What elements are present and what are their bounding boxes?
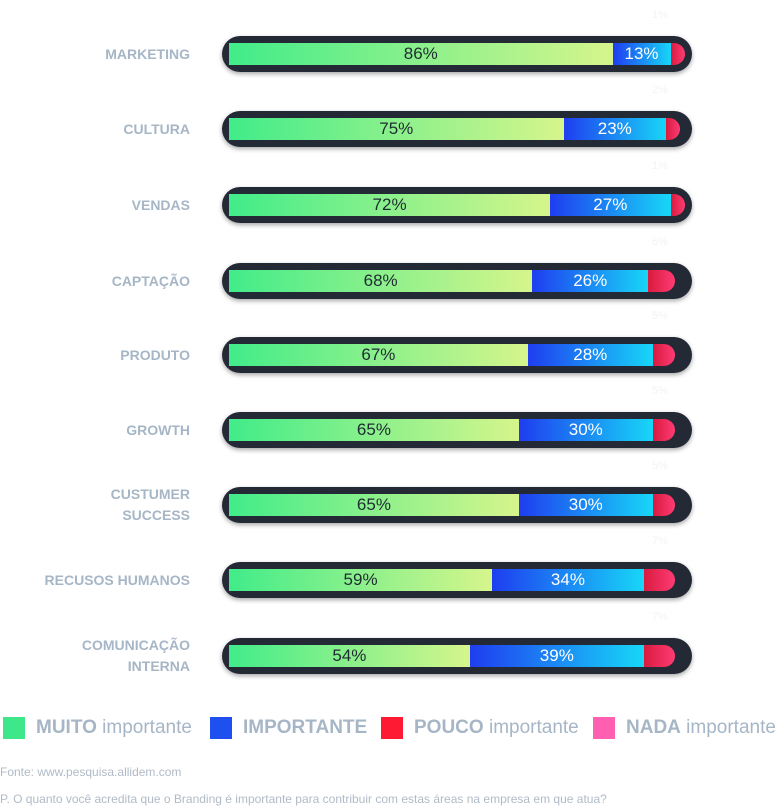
value-label-muito: 72% (372, 195, 407, 214)
bar-muito (229, 270, 533, 292)
value-label-pouco: 5% (652, 460, 668, 472)
legend-swatch (593, 717, 615, 739)
value-label-pouco: 1% (652, 9, 668, 21)
bar-muito (229, 645, 470, 667)
legend-item: POUCO importante (381, 715, 579, 741)
category-label: VENDAS (131, 196, 190, 213)
bar-importante (612, 43, 671, 65)
bar-pouco (666, 118, 681, 140)
stacked-bar-chart: MARKETING 86% 13% 1% CULTURA 75% 23% 2% VENDAS 72… (44, 9, 692, 674)
category-label: CAPTAÇÃO (111, 272, 190, 289)
bar-pouco (670, 194, 685, 216)
legend-item: NADA importante (593, 715, 776, 741)
bar-muito (229, 194, 551, 216)
bar-pouco (643, 569, 675, 591)
value-label-muito: 67% (361, 345, 396, 364)
value-label-importante: 30% (568, 420, 603, 439)
value-label-muito: 68% (363, 271, 398, 290)
bar-importante (469, 645, 644, 667)
legend-item: MUITO importante (3, 715, 192, 741)
legend-label: POUCO importante (414, 717, 579, 738)
value-label-pouco: 6% (652, 236, 668, 248)
legend-label: NADA importante (626, 717, 776, 738)
bar-pouco (652, 494, 675, 516)
legend-label: IMPORTANTE (243, 717, 368, 738)
legend-swatch (210, 717, 232, 739)
value-label-importante: 30% (568, 495, 603, 514)
value-label-importante: 26% (573, 271, 608, 290)
bar-muito (229, 494, 519, 516)
category-label: MARKETING (105, 45, 190, 62)
value-label-pouco: 5% (652, 310, 668, 322)
bar-muito (229, 344, 528, 366)
value-label-muito: 65% (356, 420, 391, 439)
value-label-pouco: 2% (652, 84, 668, 96)
bar-track: 72% 27% (222, 187, 692, 223)
bar-muito (229, 118, 564, 140)
value-label-importante: 27% (593, 195, 628, 214)
category-label: CUSTUMER SUCCESS (110, 486, 190, 523)
legend-label: MUITO importante (36, 717, 192, 738)
source-note: Fonte: www.pesquisa.allidem.com (0, 765, 182, 779)
category-label: CULTURA (123, 120, 190, 137)
bar-track: 67% 28% (222, 337, 692, 373)
value-label-muito: 59% (343, 570, 378, 589)
bar-importante (518, 419, 653, 441)
legend-swatch (3, 717, 25, 739)
value-label-pouco: 5% (652, 385, 668, 397)
bar-importante (550, 194, 671, 216)
value-label-importante: 34% (550, 570, 585, 589)
bar-track: 86% 13% (222, 36, 692, 72)
bar-pouco (670, 43, 685, 65)
value-label-muito: 54% (332, 646, 367, 665)
value-label-importante: 39% (539, 646, 574, 665)
bar-importante (563, 118, 667, 140)
value-label-importante: 28% (573, 345, 608, 364)
bar-pouco (643, 645, 675, 667)
bar-importante (527, 344, 653, 366)
bar-track: 65% 30% (222, 487, 692, 523)
value-label-pouco: 1% (652, 160, 668, 172)
value-label-importante: 23% (597, 119, 632, 138)
bar-track: 65% 30% (222, 412, 692, 448)
category-label: RECUSOS HUMANOS (44, 571, 190, 588)
category-label: COMUNICAÇÃO INTERNA (81, 637, 190, 674)
value-label-pouco: 7% (652, 611, 668, 623)
value-label-pouco: 7% (652, 535, 668, 547)
category-label: GROWTH (126, 421, 190, 438)
bar-importante (492, 569, 644, 591)
bar-track: 75% 23% (222, 111, 692, 147)
bar-muito (229, 569, 493, 591)
category-label: PRODUTO (120, 346, 190, 363)
bar-track: 54% 39% (222, 638, 692, 674)
bar-pouco (648, 270, 675, 292)
bar-importante (518, 494, 653, 516)
bar-pouco (652, 344, 675, 366)
bar-importante (532, 270, 649, 292)
bar-muito (229, 43, 613, 65)
value-label-muito: 86% (403, 44, 438, 63)
question-note: P. O quanto você acredita que o Branding… (0, 792, 607, 806)
legend-item: IMPORTANTE (210, 715, 367, 741)
value-label-muito: 75% (379, 119, 414, 138)
bar-track: 68% 26% (222, 263, 692, 299)
value-label-muito: 65% (356, 495, 391, 514)
legend: MUITO importante IMPORTANTE POUCO importan… (0, 715, 776, 741)
bar-pouco (652, 419, 675, 441)
bar-muito (229, 419, 519, 441)
bar-track: 59% 34% (222, 562, 692, 598)
value-label-importante: 13% (624, 44, 659, 63)
legend-swatch (381, 717, 403, 739)
